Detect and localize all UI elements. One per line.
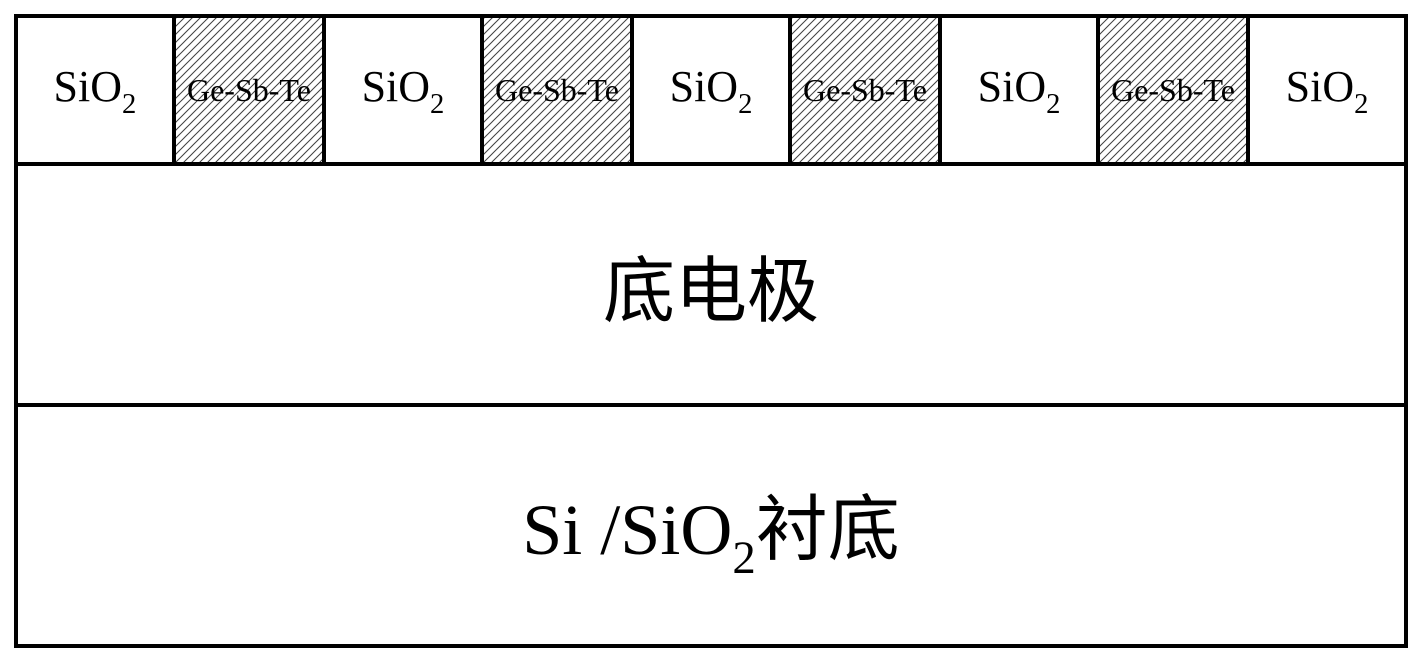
substrate-layer: Si /SiO2衬底: [18, 407, 1404, 644]
substrate-label: Si /SiO2衬底: [522, 470, 900, 581]
sio2-label: SiO2: [1286, 61, 1369, 119]
gst-label: Ge-Sb-Te: [803, 72, 927, 109]
sio2-label: SiO2: [978, 61, 1061, 119]
sio2-label: SiO2: [670, 61, 753, 119]
gst-cell-2: Ge-Sb-Te: [484, 18, 634, 162]
bottom-electrode-layer: 底电极: [18, 166, 1404, 407]
gst-cell-4: Ge-Sb-Te: [1100, 18, 1250, 162]
sio2-label: SiO2: [54, 61, 137, 119]
sio2-cell-1: SiO2: [18, 18, 176, 162]
sio2-label: SiO2: [362, 61, 445, 119]
device-cross-section-diagram: SiO2 Ge-Sb-Te SiO2 Ge-Sb-Te SiO2 Ge-Sb-T…: [14, 14, 1408, 648]
gst-label: Ge-Sb-Te: [495, 72, 619, 109]
gst-label: Ge-Sb-Te: [1111, 72, 1235, 109]
sio2-cell-4: SiO2: [942, 18, 1100, 162]
sio2-cell-5: SiO2: [1250, 18, 1404, 162]
sio2-cell-2: SiO2: [326, 18, 484, 162]
bottom-electrode-label: 底电极: [603, 232, 819, 337]
sio2-cell-3: SiO2: [634, 18, 792, 162]
gst-cell-1: Ge-Sb-Te: [176, 18, 326, 162]
material-layer-row: SiO2 Ge-Sb-Te SiO2 Ge-Sb-Te SiO2 Ge-Sb-T…: [18, 18, 1404, 166]
gst-cell-3: Ge-Sb-Te: [792, 18, 942, 162]
gst-label: Ge-Sb-Te: [187, 72, 311, 109]
